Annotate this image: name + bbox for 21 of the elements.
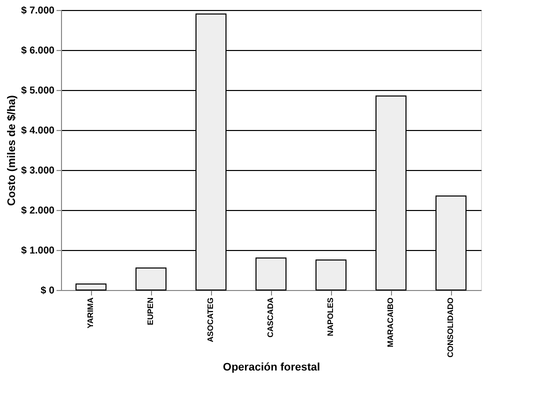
y-tick-label: $ 6.000 [21, 46, 55, 56]
y-tick-label: $ 3.000 [21, 166, 55, 176]
x-tick-label: CONSOLIDADO [446, 298, 455, 358]
y-tick-label: $ 7.000 [21, 6, 55, 16]
y-tick-label: $ 0 [40, 286, 55, 296]
y-tick-label: $ 5.000 [21, 86, 55, 96]
y-tick-label: $ 1.000 [21, 246, 55, 256]
x-tick-label: ASOCATEG [206, 298, 215, 342]
x-tick-label: EUPEN [146, 297, 155, 326]
bar [76, 284, 106, 290]
x-tick-label: CASCADA [266, 297, 275, 338]
y-tick-label: $ 2.000 [21, 206, 55, 216]
x-tick-label: MARACAIBO [386, 298, 395, 348]
bar [256, 258, 286, 290]
x-axis-title: Operación forestal [222, 362, 320, 374]
x-tick-label: YARIMA [86, 297, 95, 328]
y-tick-label: $ 4.000 [21, 126, 55, 136]
bar [136, 268, 166, 290]
bar [316, 260, 346, 290]
y-axis-title: Costo (miles de $/ha) [6, 94, 18, 206]
x-tick-label: NAPOLES [326, 296, 335, 336]
